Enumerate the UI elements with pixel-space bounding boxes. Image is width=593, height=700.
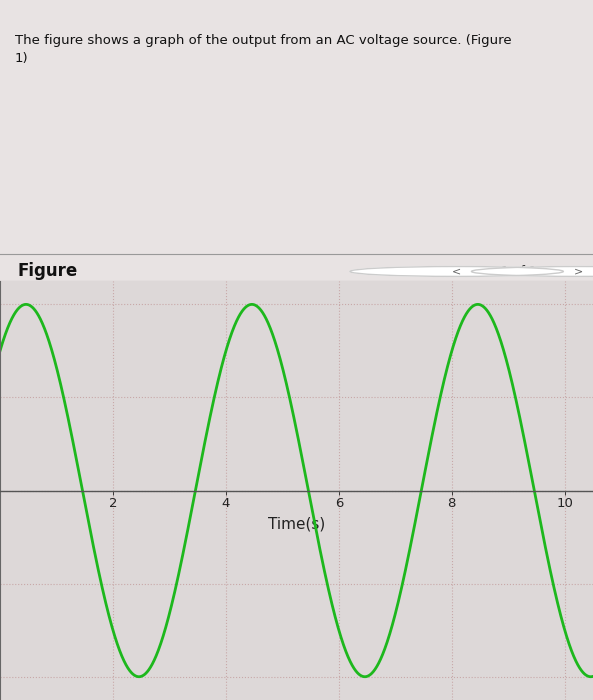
Text: The figure shows a graph of the output from an AC voltage source. (Figure
1): The figure shows a graph of the output f… xyxy=(15,34,511,65)
X-axis label: Time(s): Time(s) xyxy=(268,516,325,531)
Text: >: > xyxy=(573,267,583,276)
Text: 1 of 1: 1 of 1 xyxy=(501,265,537,278)
Text: Figure: Figure xyxy=(18,262,78,281)
Circle shape xyxy=(350,267,563,276)
Circle shape xyxy=(471,267,593,276)
Text: <: < xyxy=(452,267,461,276)
